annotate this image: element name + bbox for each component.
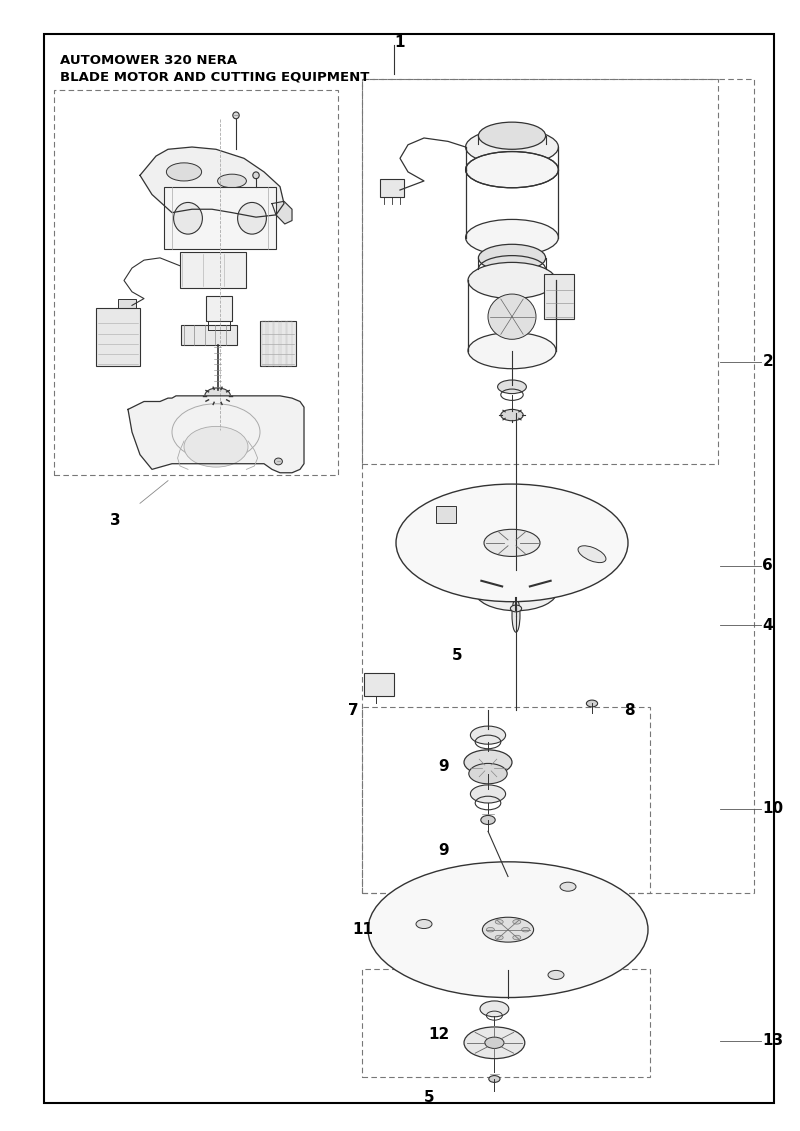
Ellipse shape [485,1037,504,1048]
Bar [164,187,276,249]
Bar [274,321,279,366]
Polygon shape [272,201,292,224]
Ellipse shape [548,970,564,979]
Ellipse shape [474,570,558,611]
Bar [262,321,266,366]
Ellipse shape [513,920,521,924]
Ellipse shape [495,920,503,924]
Ellipse shape [522,927,530,932]
Ellipse shape [481,815,495,824]
Ellipse shape [468,262,556,299]
Text: 3: 3 [110,512,121,528]
Ellipse shape [500,582,532,598]
Bar [118,299,136,312]
Ellipse shape [501,409,523,421]
Ellipse shape [484,529,540,556]
Text: 5: 5 [452,648,462,664]
Text: 11: 11 [352,922,373,938]
Text: 1: 1 [394,35,405,51]
Ellipse shape [498,380,526,394]
Bar [281,321,286,366]
Bar [260,321,296,366]
Ellipse shape [478,244,546,271]
Ellipse shape [460,568,482,588]
Ellipse shape [482,917,534,942]
Ellipse shape [466,129,558,165]
Bar [96,308,140,366]
Ellipse shape [578,546,606,562]
Bar [362,707,650,893]
Ellipse shape [233,112,239,119]
Ellipse shape [489,1076,500,1082]
Ellipse shape [586,700,598,707]
Ellipse shape [550,568,572,588]
Ellipse shape [480,1001,509,1017]
Ellipse shape [466,219,558,256]
Ellipse shape [464,1027,525,1059]
Text: 4: 4 [762,618,773,633]
Bar [54,90,338,475]
Text: 9: 9 [438,759,449,775]
Ellipse shape [218,174,246,188]
Text: 10: 10 [762,801,783,817]
Text: BLADE MOTOR AND CUTTING EQUIPMENT: BLADE MOTOR AND CUTTING EQUIPMENT [60,70,370,83]
Ellipse shape [470,726,506,744]
Ellipse shape [238,202,266,234]
Ellipse shape [166,163,202,181]
Bar [362,79,754,893]
Bar [364,673,394,696]
Ellipse shape [205,388,230,404]
Text: 8: 8 [624,702,634,718]
Ellipse shape [253,172,259,179]
Ellipse shape [470,785,506,803]
Ellipse shape [274,458,282,465]
Ellipse shape [184,426,248,467]
Ellipse shape [486,927,494,932]
Text: 9: 9 [438,843,449,858]
Text: 2: 2 [762,354,773,370]
Ellipse shape [396,484,628,602]
Text: 12: 12 [428,1027,450,1043]
Bar [362,79,718,464]
Ellipse shape [478,122,546,149]
Bar [362,969,650,1077]
Ellipse shape [174,202,202,234]
Ellipse shape [416,920,432,929]
Bar [380,179,404,197]
Ellipse shape [466,152,558,188]
Polygon shape [128,396,304,473]
Bar [206,296,232,321]
Bar [181,325,237,345]
Bar [287,321,292,366]
Text: 5: 5 [424,1089,434,1105]
Ellipse shape [488,294,536,339]
Ellipse shape [510,605,522,612]
Ellipse shape [464,750,512,775]
Text: AUTOMOWER 320 NERA: AUTOMOWER 320 NERA [60,54,237,67]
Bar [436,506,456,523]
Ellipse shape [495,935,503,940]
Ellipse shape [368,862,648,998]
Text: 7: 7 [348,702,358,718]
Ellipse shape [512,598,520,632]
Text: 13: 13 [762,1033,783,1048]
Ellipse shape [560,882,576,891]
Ellipse shape [469,763,507,784]
Ellipse shape [468,333,556,369]
Bar [180,252,246,288]
Text: 6: 6 [762,558,773,573]
Polygon shape [140,147,284,217]
Ellipse shape [513,935,521,940]
Bar [544,274,574,319]
Bar [268,321,273,366]
